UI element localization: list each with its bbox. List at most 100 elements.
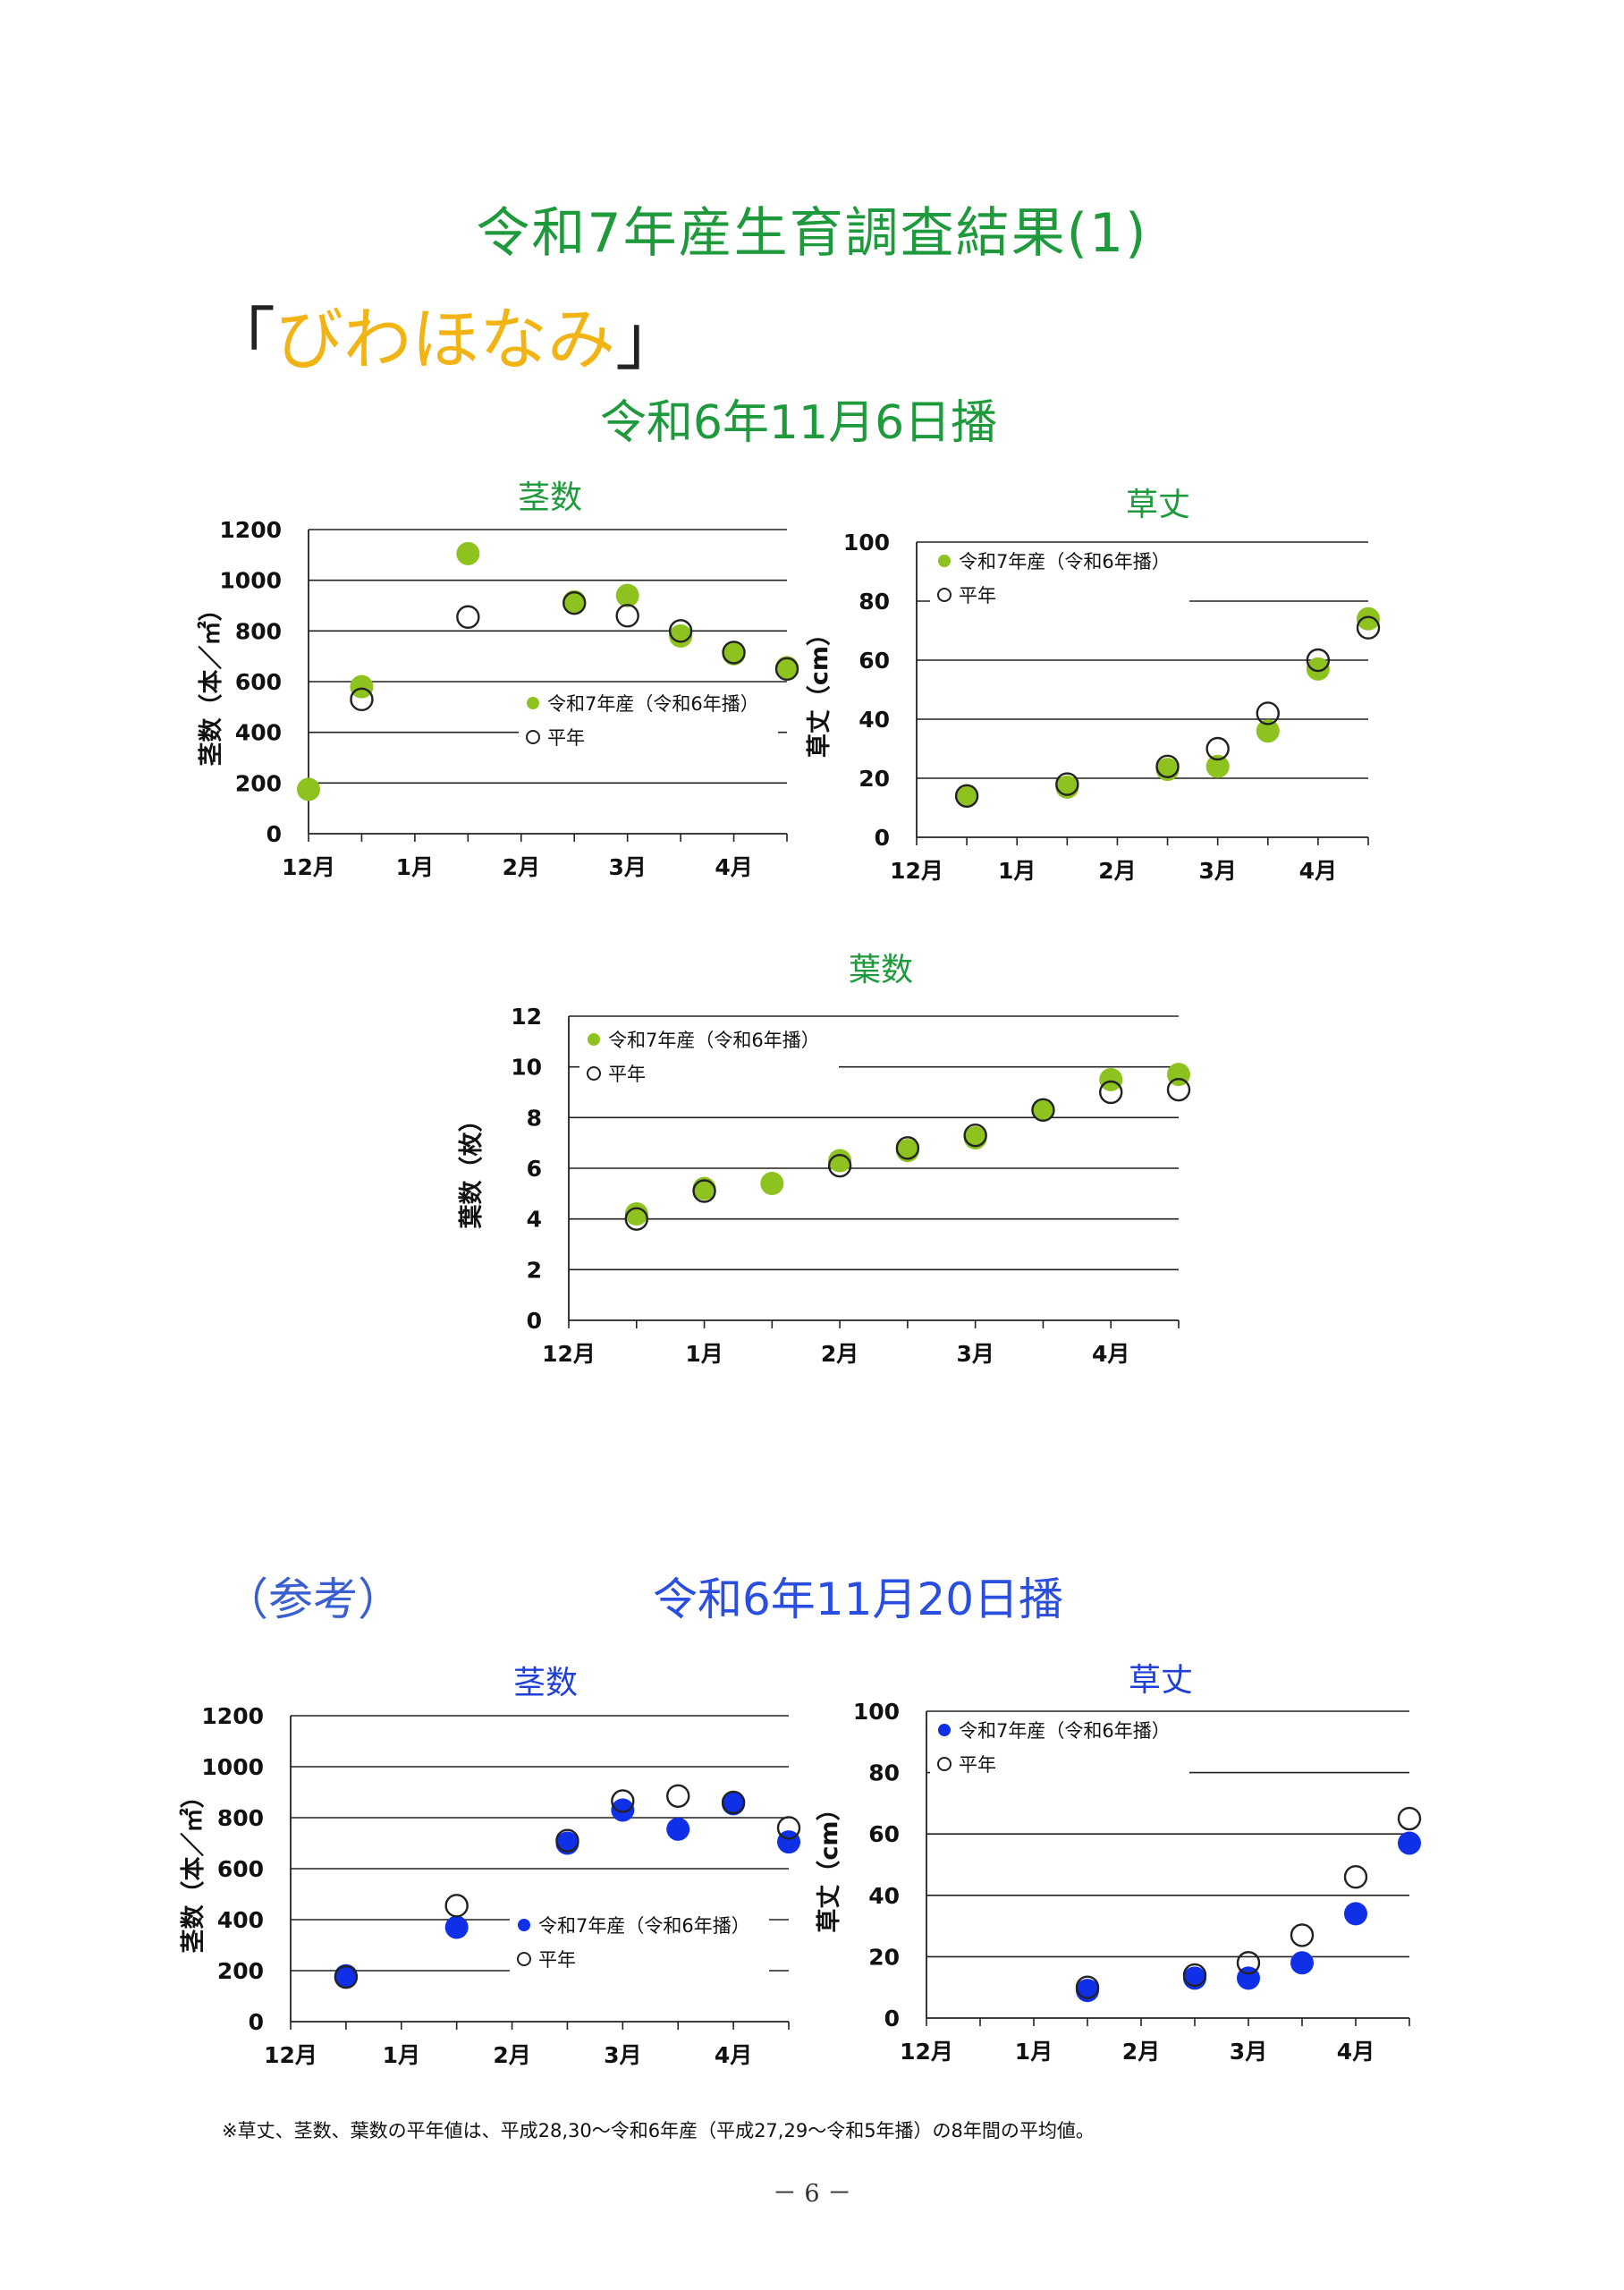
- point-normal: [1236, 1951, 1261, 1975]
- point-normal: [721, 1790, 746, 1815]
- y-tick-label: 0: [875, 825, 890, 851]
- page-title: 令和7年産生育調査結果(1): [476, 202, 1148, 265]
- point-normal: [1397, 1806, 1422, 1831]
- y-tick-label: 10: [511, 1055, 542, 1081]
- legend-label-normal: 平年: [959, 585, 996, 606]
- y-axis-label: 草丈（cm）: [816, 1796, 843, 1932]
- point-normal: [456, 605, 480, 629]
- page-number: － 6 －: [772, 2180, 852, 2208]
- point-normal: [1166, 1077, 1191, 1102]
- x-tick-label: 12月: [900, 2039, 953, 2065]
- x-tick-label: 12月: [282, 854, 335, 880]
- y-tick-label: 400: [235, 720, 282, 746]
- point-normal: [1256, 701, 1280, 725]
- x-tick-label: 2月: [1098, 858, 1136, 884]
- legend-label-normal: 平年: [538, 1949, 576, 1971]
- legend-box: [510, 1911, 769, 1973]
- point-current: [1398, 1831, 1421, 1855]
- y-tick-label: 20: [859, 766, 890, 792]
- x-tick-label: 1月: [383, 2042, 420, 2068]
- legend-marker-normal: [526, 730, 540, 744]
- point-current: [1099, 1067, 1123, 1091]
- point-normal: [722, 640, 746, 665]
- point-current: [611, 1798, 635, 1822]
- sowing-date-reference: 令和6年11月20日播: [653, 1573, 1064, 1625]
- y-tick-label: 80: [859, 589, 890, 615]
- x-tick-label: 12月: [542, 1341, 596, 1367]
- point-normal: [1205, 736, 1230, 761]
- legend-marker-normal: [587, 1066, 601, 1081]
- point-normal: [1155, 754, 1180, 778]
- point-normal: [1306, 648, 1331, 673]
- y-tick-label: 800: [217, 1805, 264, 1831]
- point-normal: [1356, 615, 1381, 640]
- y-tick-label: 100: [853, 1699, 900, 1725]
- point-normal: [611, 1789, 635, 1813]
- chart-title: 草丈: [1126, 487, 1190, 523]
- x-tick-label: 1月: [998, 858, 1036, 884]
- footnote: ※草丈、茎数、葉数の平年値は、平成28,30～令和6年産（平成27,29～令和5…: [222, 2120, 1095, 2142]
- legend-box: [519, 689, 778, 751]
- point-current: [350, 674, 374, 699]
- y-tick-label: 8: [527, 1105, 542, 1131]
- x-tick-label: 1月: [396, 854, 434, 880]
- x-tick-label: 12月: [264, 2042, 317, 2068]
- point-current: [955, 784, 979, 808]
- legend-label-normal: 平年: [608, 1064, 646, 1085]
- y-tick-label: 60: [868, 1821, 900, 1847]
- bracket-close: 」: [615, 300, 683, 379]
- point-current: [297, 777, 320, 802]
- point-current: [1031, 1098, 1055, 1122]
- y-tick-label: 100: [843, 530, 890, 556]
- point-current: [1344, 1902, 1367, 1926]
- point-normal: [1182, 1963, 1207, 1988]
- legend-marker-current: [588, 1033, 600, 1046]
- point-normal: [827, 1153, 852, 1178]
- bracket-open: 「: [207, 300, 275, 379]
- y-tick-label: 60: [859, 648, 890, 674]
- x-tick-label: 2月: [503, 854, 540, 880]
- legend-box: [930, 1716, 1189, 1778]
- point-normal: [562, 590, 587, 615]
- y-tick-label: 1200: [219, 517, 282, 543]
- point-normal: [668, 619, 693, 643]
- x-tick-label: 2月: [1122, 2039, 1160, 2065]
- chart-title: 茎数: [513, 1665, 578, 1701]
- legend-marker-current: [938, 1724, 951, 1736]
- y-axis-label: 葉数（枚）: [458, 1108, 486, 1230]
- legend-label-normal: 平年: [959, 1754, 996, 1776]
- y-axis-label: 茎数（本／㎡）: [179, 1785, 207, 1954]
- legend-label-current: 令和7年産（令和6年播）: [959, 1720, 1171, 1742]
- y-axis-label: 草丈（cm）: [806, 622, 833, 758]
- x-tick-label: 4月: [1092, 1341, 1129, 1367]
- point-normal: [1075, 1975, 1100, 1999]
- variety-name: びわほなみ: [275, 300, 615, 379]
- x-tick-label: 2月: [493, 2042, 530, 2068]
- point-normal: [555, 1828, 579, 1853]
- x-tick-label: 4月: [1299, 858, 1337, 884]
- y-tick-label: 12: [511, 1004, 542, 1030]
- point-normal: [895, 1136, 920, 1160]
- x-tick-label: 3月: [956, 1341, 994, 1367]
- y-tick-label: 40: [859, 707, 890, 733]
- legend-box: [930, 547, 1189, 609]
- x-tick-label: 12月: [890, 858, 943, 884]
- sowing-date-main: 令和6年11月6日播: [599, 396, 998, 450]
- point-current: [775, 656, 799, 680]
- legend-marker-current: [938, 555, 951, 567]
- chart-title: 茎数: [518, 479, 582, 516]
- y-tick-label: 800: [235, 618, 282, 644]
- point-current: [1290, 1951, 1314, 1975]
- point-current: [760, 1172, 784, 1195]
- y-tick-label: 80: [868, 1760, 900, 1786]
- point-current: [669, 624, 693, 648]
- legend-marker-current: [518, 1919, 530, 1931]
- y-tick-label: 400: [217, 1907, 264, 1933]
- chart-title: 草丈: [1129, 1662, 1193, 1699]
- point-normal: [963, 1123, 987, 1148]
